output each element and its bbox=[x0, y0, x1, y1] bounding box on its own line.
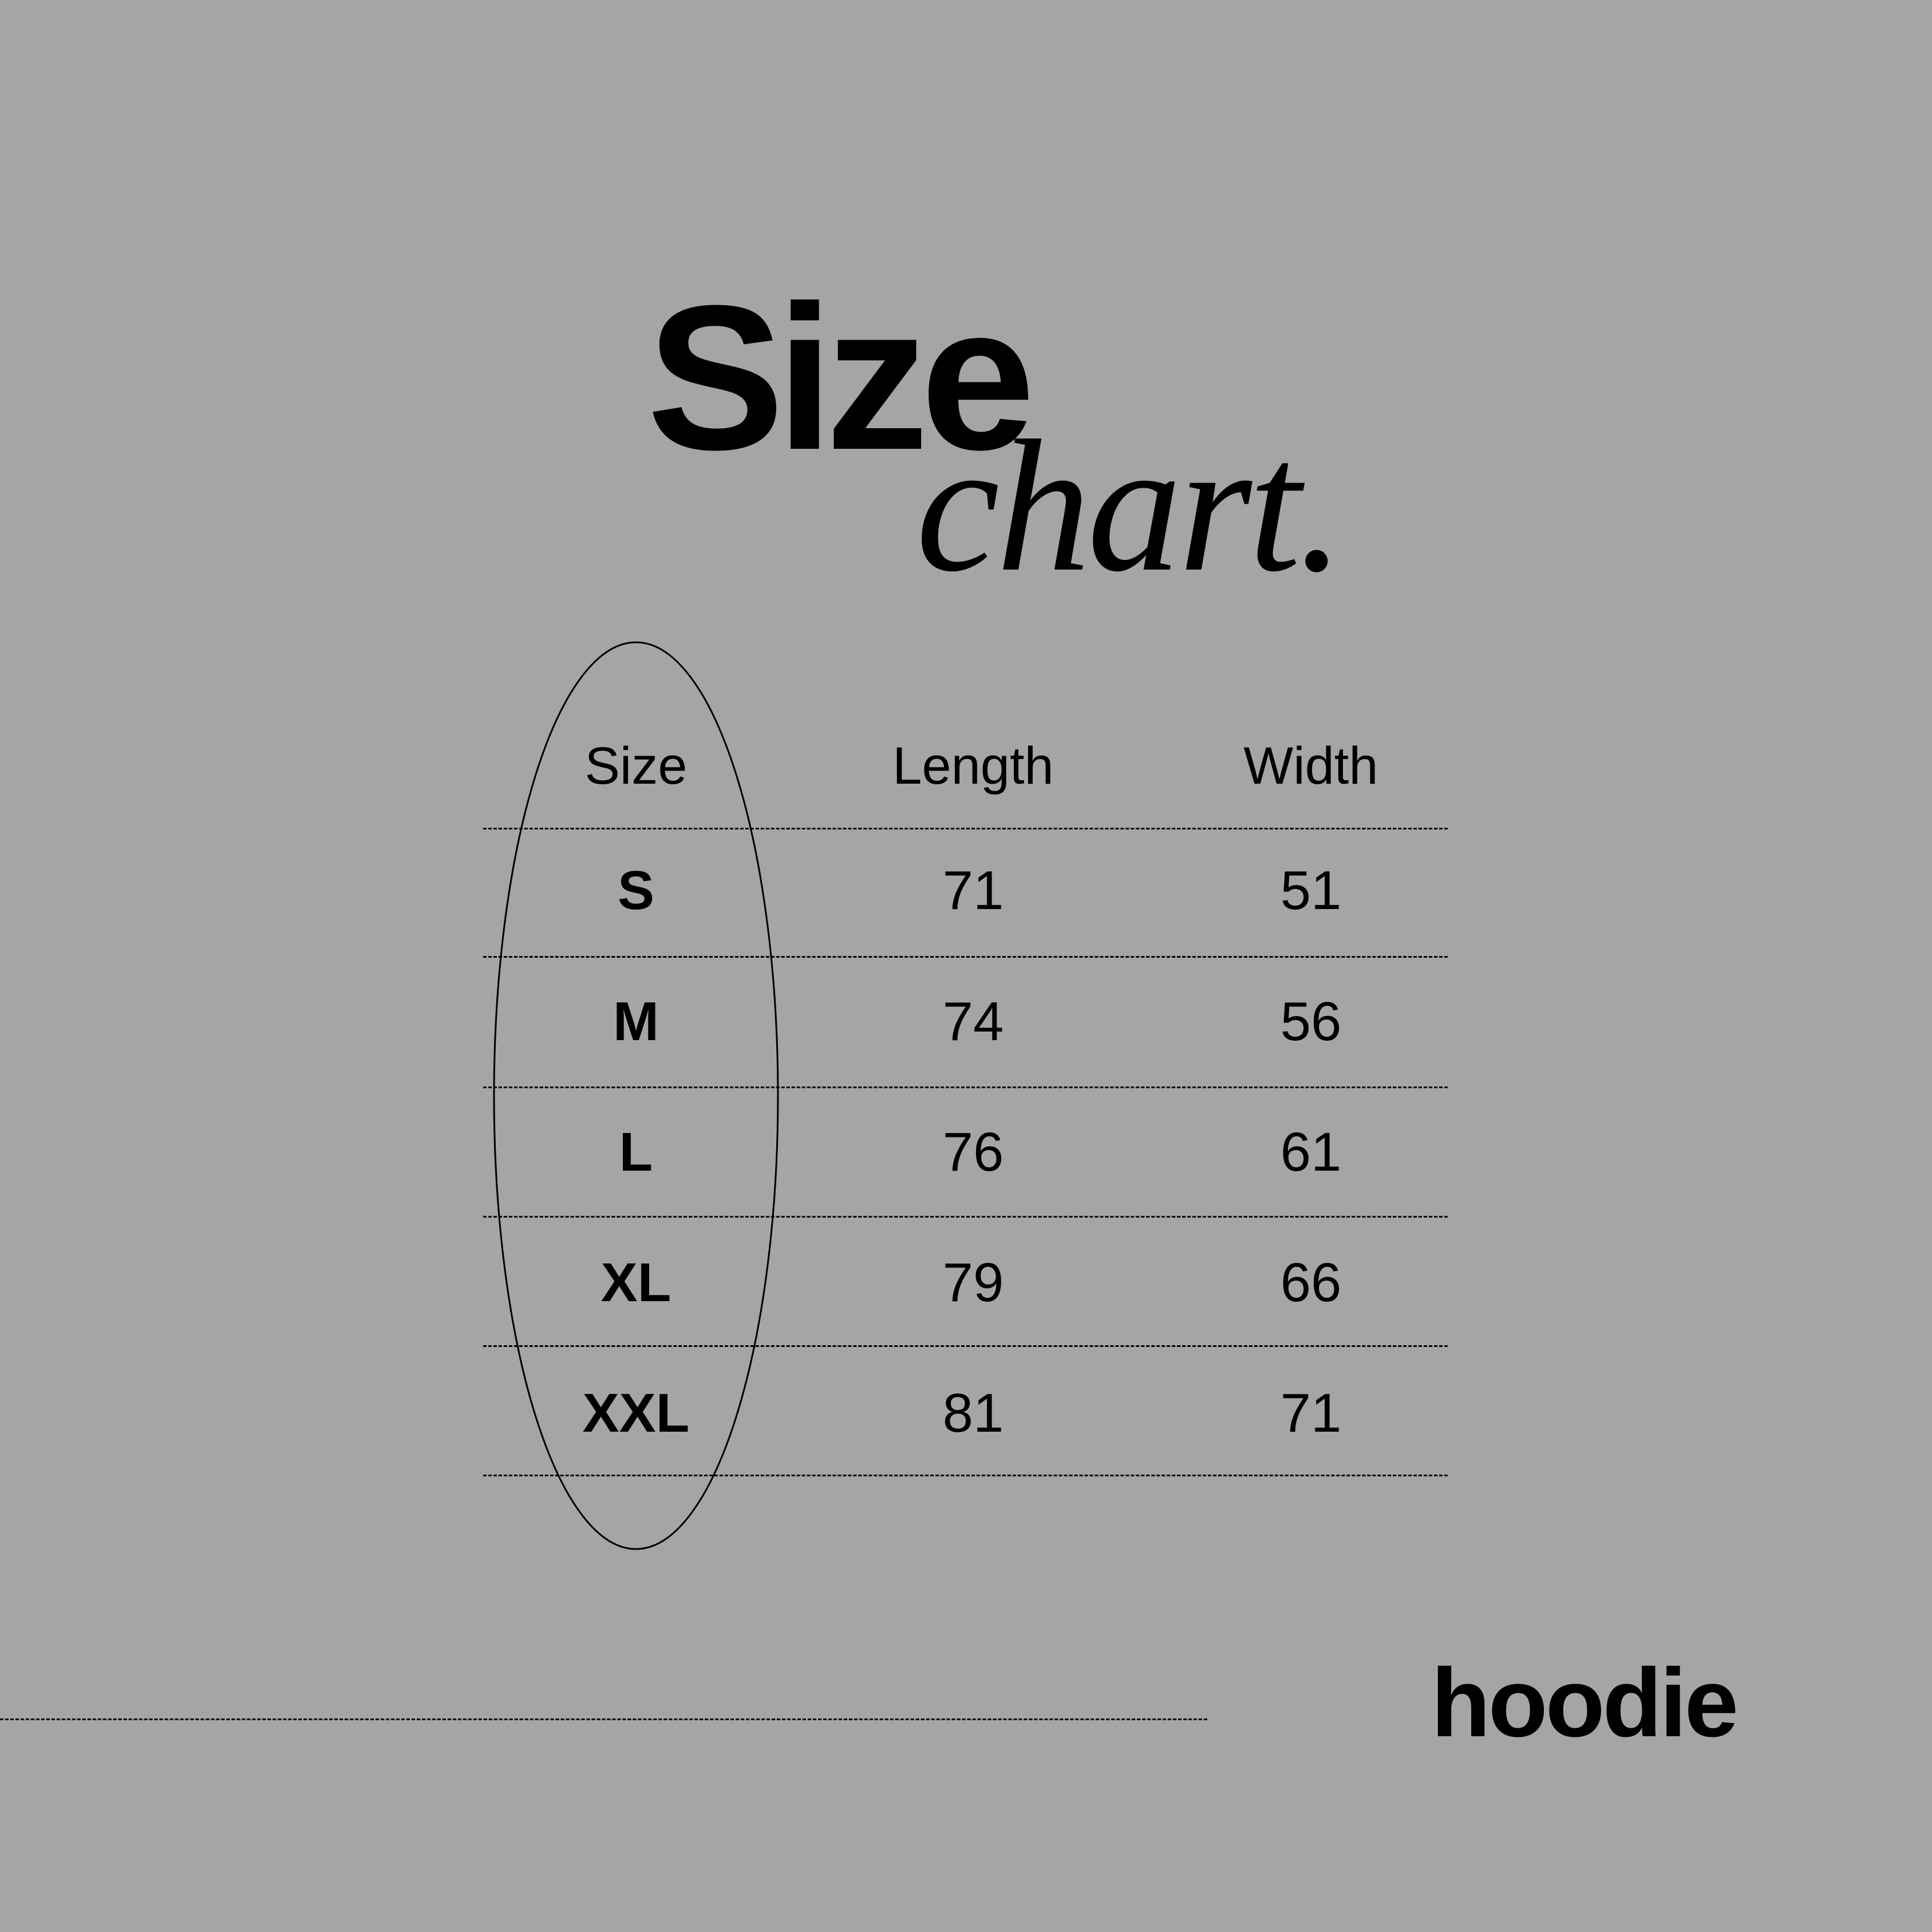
header-size: Size bbox=[584, 737, 688, 795]
length-cell: 71 bbox=[942, 860, 1004, 921]
row-divider bbox=[483, 828, 1448, 829]
title-chart: chart. bbox=[916, 402, 1345, 611]
width-cell: 61 bbox=[1280, 1121, 1342, 1183]
footer-divider bbox=[0, 1718, 1207, 1720]
highlight-ellipse bbox=[493, 641, 779, 1550]
header-length: Length bbox=[892, 737, 1054, 795]
width-cell: 51 bbox=[1280, 860, 1342, 921]
size-cell: XXL bbox=[582, 1382, 690, 1444]
width-cell: 56 bbox=[1280, 991, 1342, 1052]
size-cell: XL bbox=[600, 1252, 671, 1313]
title-size: Size bbox=[647, 263, 1035, 493]
row-divider bbox=[483, 1086, 1448, 1088]
product-name: hoodie bbox=[1431, 1649, 1739, 1757]
width-cell: 71 bbox=[1280, 1382, 1342, 1444]
size-cell: M bbox=[613, 991, 659, 1052]
size-cell: S bbox=[617, 860, 655, 921]
length-cell: 79 bbox=[942, 1252, 1004, 1313]
length-cell: 76 bbox=[942, 1121, 1004, 1183]
size-cell: L bbox=[619, 1121, 653, 1183]
row-divider bbox=[483, 1345, 1448, 1347]
row-divider bbox=[483, 956, 1448, 958]
length-cell: 74 bbox=[942, 991, 1004, 1052]
row-divider bbox=[483, 1475, 1448, 1476]
header-width: Width bbox=[1243, 737, 1378, 795]
width-cell: 66 bbox=[1280, 1252, 1342, 1313]
row-divider bbox=[483, 1216, 1448, 1218]
length-cell: 81 bbox=[942, 1382, 1004, 1444]
